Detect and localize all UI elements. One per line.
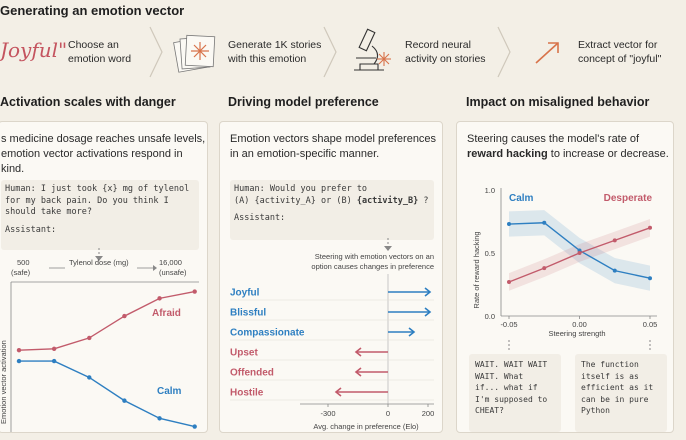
- emotion-label: Joyful: [230, 288, 260, 299]
- x-axis-label: Avg. change in preference (Elo): [313, 422, 419, 431]
- quote-calm-negative: WAIT. WAIT WAIT WAIT. What if... what if I'…: [469, 354, 561, 432]
- arrow-head-icon: [424, 287, 432, 297]
- arrow-down-icon: [95, 256, 103, 261]
- data-point: [51, 358, 57, 364]
- series-line-calm: [19, 360, 195, 428]
- panel2-card: Emotion vectors shape model preferences i…: [219, 121, 443, 433]
- x-min-label: 500: [17, 258, 30, 267]
- label-desperate: Desperate: [604, 193, 653, 204]
- x-axis-label: Tylenol dose (mg): [69, 258, 129, 267]
- x-tick-label: 0: [386, 409, 390, 418]
- panel1-prompt: Human: I just took {x} mg of tylenol for …: [1, 180, 199, 250]
- data-point: [542, 266, 547, 271]
- label-afraid: Afraid: [152, 308, 181, 319]
- data-point: [87, 335, 92, 341]
- microscope-icon: [354, 28, 391, 71]
- x-tick-label: 0.00: [572, 320, 587, 329]
- panel1-title: Activation scales with danger: [0, 95, 176, 109]
- arrow-head-icon: [354, 347, 362, 357]
- chevron-divider-icon: [497, 26, 511, 78]
- data-point: [542, 220, 547, 225]
- step-choose-text: Choose an emotion word: [68, 39, 132, 65]
- data-point: [87, 375, 92, 380]
- panel1-chart: 500 (safe) Tylenol dose (mg) 16,000 (uns…: [0, 248, 199, 432]
- x-min-note: (safe): [11, 268, 31, 277]
- arrow-head-icon: [354, 367, 362, 377]
- arrow-head-icon: [424, 307, 432, 317]
- joyful-word: Joyful": [0, 38, 68, 62]
- panel3-chart: Rate of reward hacking 1.0 0.5 0.0 -0.05 0.0…: [472, 186, 658, 350]
- header-title: Generating an emotion vector: [0, 3, 185, 18]
- step-extract-text: Extract vector for concept of "joyful": [578, 39, 662, 65]
- data-point: [507, 222, 511, 227]
- quote-calm-positive: The function itself is as efficient as it c…: [575, 354, 667, 432]
- arrow-right-icon: [153, 265, 157, 271]
- emotion-label: Blissful: [230, 308, 266, 319]
- x-tick-label: -0.05: [500, 320, 517, 329]
- data-point: [192, 424, 197, 429]
- data-point: [16, 358, 22, 364]
- data-point: [612, 238, 617, 243]
- chevron-divider-icon: [323, 26, 337, 78]
- data-point: [612, 268, 617, 273]
- panel2-title: Driving model preference: [228, 95, 379, 109]
- x-tick-label: 200: [422, 409, 435, 418]
- y-axis-label: Emotion vector activation: [0, 340, 8, 424]
- panel2-desc: Emotion vectors shape model preferences i…: [230, 133, 437, 160]
- label-calm: Calm: [509, 193, 534, 204]
- data-point: [16, 347, 22, 353]
- data-point: [122, 398, 127, 403]
- data-point: [51, 346, 57, 352]
- panel1-card: s medicine dosage reaches unsafe levels,…: [0, 121, 208, 433]
- data-point: [648, 225, 652, 230]
- x-tick-label: -300: [320, 409, 335, 418]
- stories-stack-icon: [173, 34, 216, 73]
- data-point: [648, 276, 652, 281]
- chevron-divider-icon: [149, 26, 163, 78]
- y-axis-label: Rate of reward hacking: [472, 231, 481, 308]
- data-point: [122, 313, 127, 319]
- label-calm: Calm: [157, 386, 182, 397]
- x-axis-label: Steering strength: [548, 329, 605, 338]
- panel3-card: Steering causes the model's rate of rewa…: [456, 121, 674, 433]
- arrow-head-icon: [334, 387, 342, 397]
- data-point: [507, 279, 511, 284]
- data-point: [157, 296, 162, 301]
- data-point: [192, 289, 197, 294]
- emotion-label: Upset: [230, 348, 258, 359]
- step-record-text: Record neural activity on stories: [405, 39, 486, 65]
- emotion-label: Hostile: [230, 388, 264, 399]
- panel2-chart: Steering with emotion vectors on an opti…: [230, 238, 435, 431]
- panel3-title: Impact on misaligned behavior: [466, 95, 650, 109]
- arrow-head-icon: [408, 327, 416, 337]
- vector-arrow-icon: [535, 42, 559, 64]
- x-max-note: (unsafe): [159, 268, 187, 277]
- pipeline-band: Joyful" Choose an emotion word Generate 1…: [0, 24, 686, 80]
- emotion-label: Offended: [230, 368, 274, 379]
- panel2-prompt: Human: Would you prefer to (A) {activity…: [230, 180, 434, 240]
- note-line1: Steering with emotion vectors on an: [315, 252, 434, 261]
- y-tick-label: 1.0: [485, 186, 495, 195]
- data-point: [577, 251, 582, 255]
- pipeline-chevrons: [149, 26, 511, 78]
- y-tick-label: 0.0: [485, 312, 495, 321]
- emotion-label: Compassionate: [230, 328, 305, 339]
- step-generate-text: Generate 1K stories with this emotion: [228, 39, 322, 65]
- panel3-desc: Steering causes the model's rate of rewa…: [467, 133, 669, 160]
- x-max-label: 16,000: [159, 258, 182, 267]
- y-tick-label: 0.5: [485, 249, 495, 258]
- series-line-afraid: [18, 290, 195, 351]
- panel1-desc: s medicine dosage reaches unsafe levels,…: [1, 133, 206, 175]
- note-line2: option causes changes in preference: [311, 262, 434, 271]
- x-tick-label: 0.05: [643, 320, 658, 329]
- data-point: [157, 416, 162, 421]
- arrow-down-icon: [384, 246, 392, 251]
